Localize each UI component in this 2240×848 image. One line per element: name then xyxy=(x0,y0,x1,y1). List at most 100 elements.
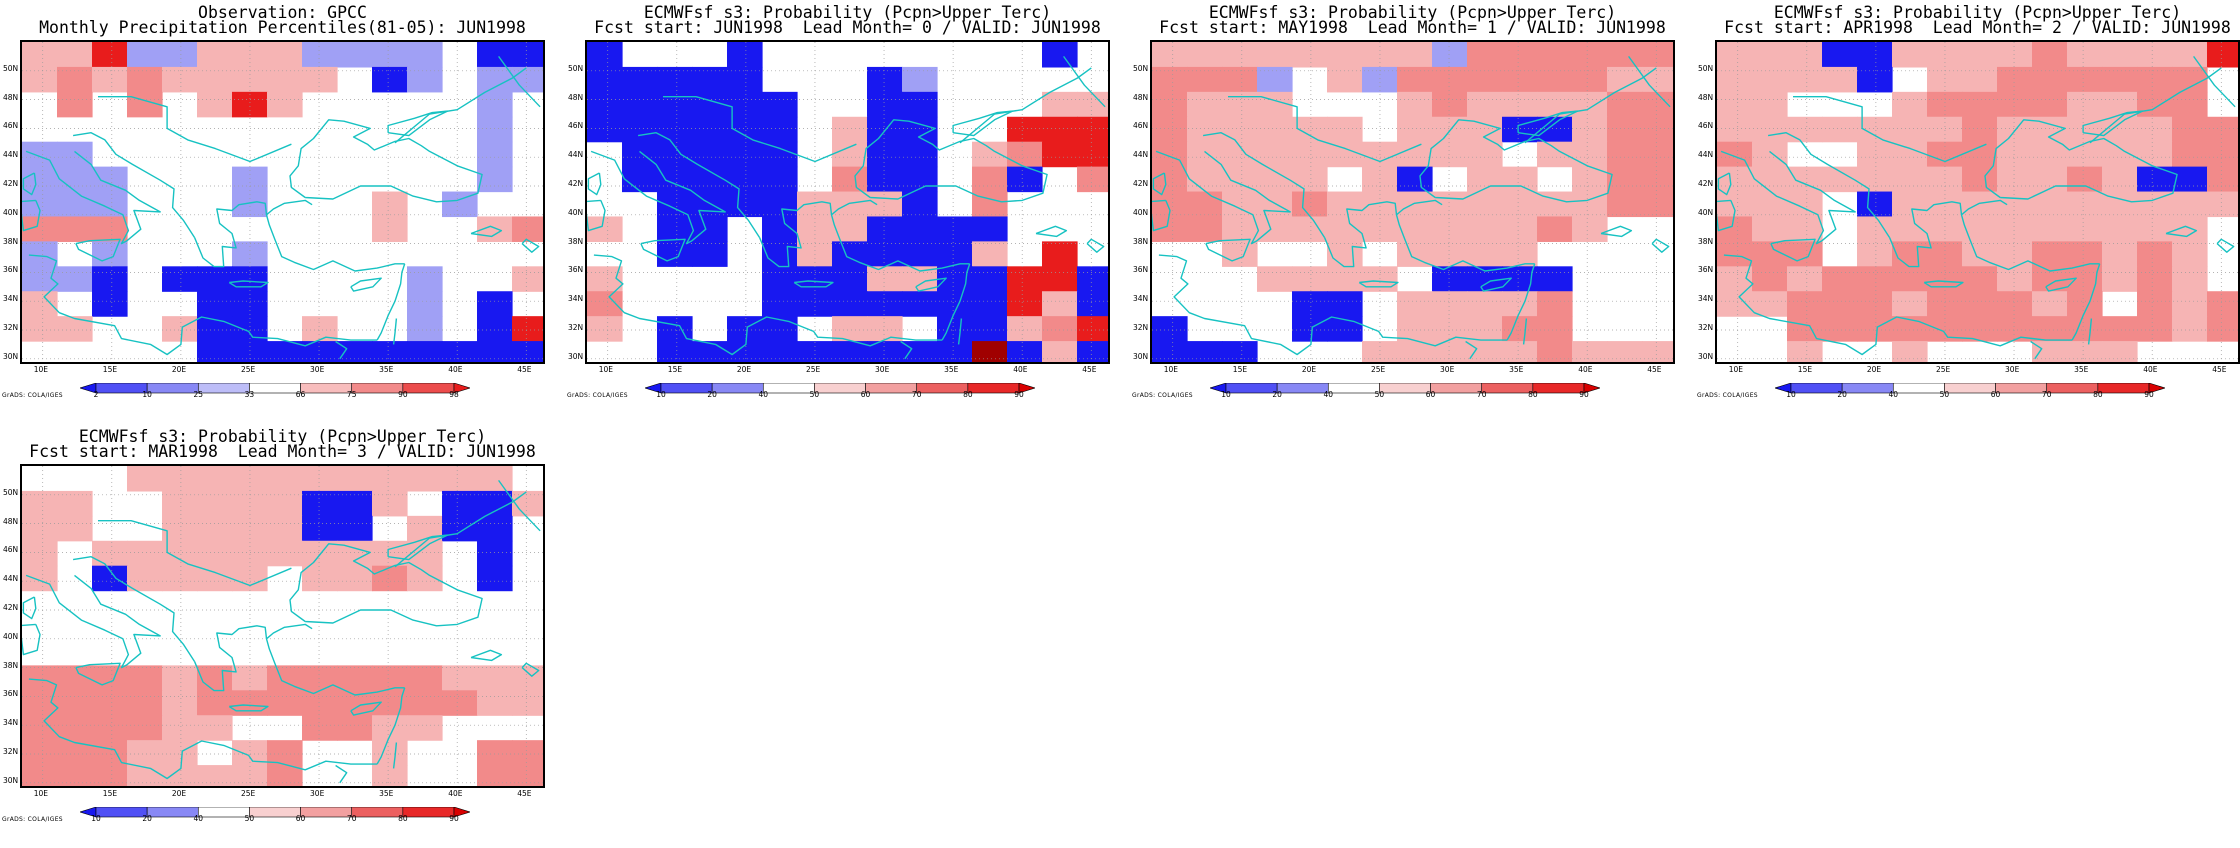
coastline xyxy=(350,701,382,716)
grid-cell xyxy=(337,466,373,492)
grid-cell xyxy=(1822,316,1858,342)
colorbar-label: 40 xyxy=(758,390,769,399)
grid-cell xyxy=(22,166,58,193)
grid-cell xyxy=(1152,141,1188,168)
grid-cell xyxy=(1467,66,1503,93)
colorbar-swatch xyxy=(967,382,1020,394)
grid-cell xyxy=(477,466,513,492)
grid-cell xyxy=(972,166,1008,193)
colorbar-swatch xyxy=(146,382,199,394)
grid-cell xyxy=(197,565,233,592)
map-area xyxy=(585,40,1110,364)
grid-cell xyxy=(832,166,868,193)
grid-cell xyxy=(442,665,478,691)
grid-cell xyxy=(1432,291,1468,317)
grid-cell xyxy=(1822,42,1858,68)
grid-cell xyxy=(1222,216,1258,242)
grid-cell xyxy=(127,66,163,93)
coastline xyxy=(194,625,268,692)
grid-cell xyxy=(972,241,1008,267)
grid-cell xyxy=(1077,166,1108,193)
grid-cell xyxy=(1892,316,1928,342)
coastline xyxy=(1651,238,1670,253)
grid-cell xyxy=(197,715,233,741)
grid-cell xyxy=(1857,316,1893,342)
grid-cell xyxy=(2102,66,2138,93)
colorbar-swatch xyxy=(1430,382,1483,394)
grid-cell xyxy=(2032,191,2068,218)
coastline xyxy=(640,238,686,262)
grid-cell xyxy=(727,42,763,68)
grid-cell xyxy=(1857,66,1893,93)
grid-cell xyxy=(1962,141,1998,168)
grid-cell xyxy=(407,690,443,716)
grid-cell xyxy=(2137,241,2173,267)
lon-tick-label: 15E xyxy=(667,365,683,374)
grid-cell xyxy=(1962,291,1998,317)
grid-cell xyxy=(57,740,93,766)
colorbar-label: 40 xyxy=(1888,390,1899,399)
grid-cell xyxy=(1892,191,1928,218)
grid-cell xyxy=(1997,266,2033,292)
grid-cell xyxy=(337,490,373,517)
grid-cell xyxy=(57,66,93,93)
grid-cell xyxy=(1292,216,1328,242)
grid-cell xyxy=(1537,42,1573,68)
grid-cell xyxy=(267,341,303,362)
grid-cell xyxy=(1257,166,1293,193)
colorbar-swatch xyxy=(402,382,455,394)
grid-cell xyxy=(1292,42,1328,68)
lon-tick-label: 10E xyxy=(598,365,614,374)
colorbar-label: 50 xyxy=(1939,390,1950,399)
grid-cell xyxy=(1502,42,1538,68)
colorbar-swatch xyxy=(146,806,199,818)
grid-cell xyxy=(197,316,233,342)
grid-cell xyxy=(2067,42,2103,68)
coastline xyxy=(72,131,196,239)
grid-cell xyxy=(1397,66,1433,93)
grid-cell xyxy=(232,291,268,317)
colorbar-label: 90 xyxy=(2144,390,2154,399)
colorbar-label: 10 xyxy=(1786,390,1796,399)
grid-cell xyxy=(1997,291,2033,317)
grid-cell xyxy=(2067,316,2103,342)
grid-cell xyxy=(1717,91,1753,118)
colorbar-swatch xyxy=(1327,382,1380,394)
grid-cell xyxy=(1857,191,1893,218)
grid-cell xyxy=(1327,116,1363,143)
grid-cell xyxy=(302,715,338,741)
lat-tick-label: 50N xyxy=(3,487,19,497)
map-svg xyxy=(22,466,543,786)
grid-cell xyxy=(1927,91,1963,118)
grid-cell xyxy=(197,341,233,362)
grid-cell xyxy=(1502,116,1538,143)
map-area xyxy=(20,40,545,364)
grid-cell xyxy=(1432,216,1468,242)
coastline xyxy=(289,119,483,203)
grid-cell xyxy=(302,490,338,517)
grid-cell xyxy=(162,740,198,766)
grid-cell xyxy=(1787,316,1823,342)
colorbar-swatch xyxy=(1379,382,1431,394)
grid-cell xyxy=(407,266,443,292)
map-svg xyxy=(587,42,1108,362)
grid-cell xyxy=(1892,91,1928,118)
grid-cell xyxy=(2207,316,2238,342)
coastline xyxy=(1770,238,1816,262)
lat-tick-label: 44N xyxy=(568,150,584,160)
panel-title-line1: ECMWFsf s3: Probability (Pcpn>Upper Terc… xyxy=(643,3,1052,22)
panel-title-line1: ECMWFsf s3: Probability (Pcpn>Upper Terc… xyxy=(1773,3,2182,22)
grads-credit: GrADS: COLA/IGES xyxy=(2,392,63,399)
grid-cell xyxy=(1717,66,1753,93)
grid-cell xyxy=(2137,291,2173,317)
grid-cell xyxy=(727,316,763,342)
grid-cell xyxy=(1787,266,1823,292)
grid-cell xyxy=(1292,141,1328,168)
lat-tick-label: 46N xyxy=(1698,121,1714,131)
lat-tick-label: 36N xyxy=(568,265,584,275)
grid-cell xyxy=(657,316,693,342)
grid-cell xyxy=(337,715,373,741)
lat-tick-label: 48N xyxy=(3,516,19,526)
lat-tick-label: 42N xyxy=(3,179,19,188)
colorbar-label: 98 xyxy=(449,390,459,399)
